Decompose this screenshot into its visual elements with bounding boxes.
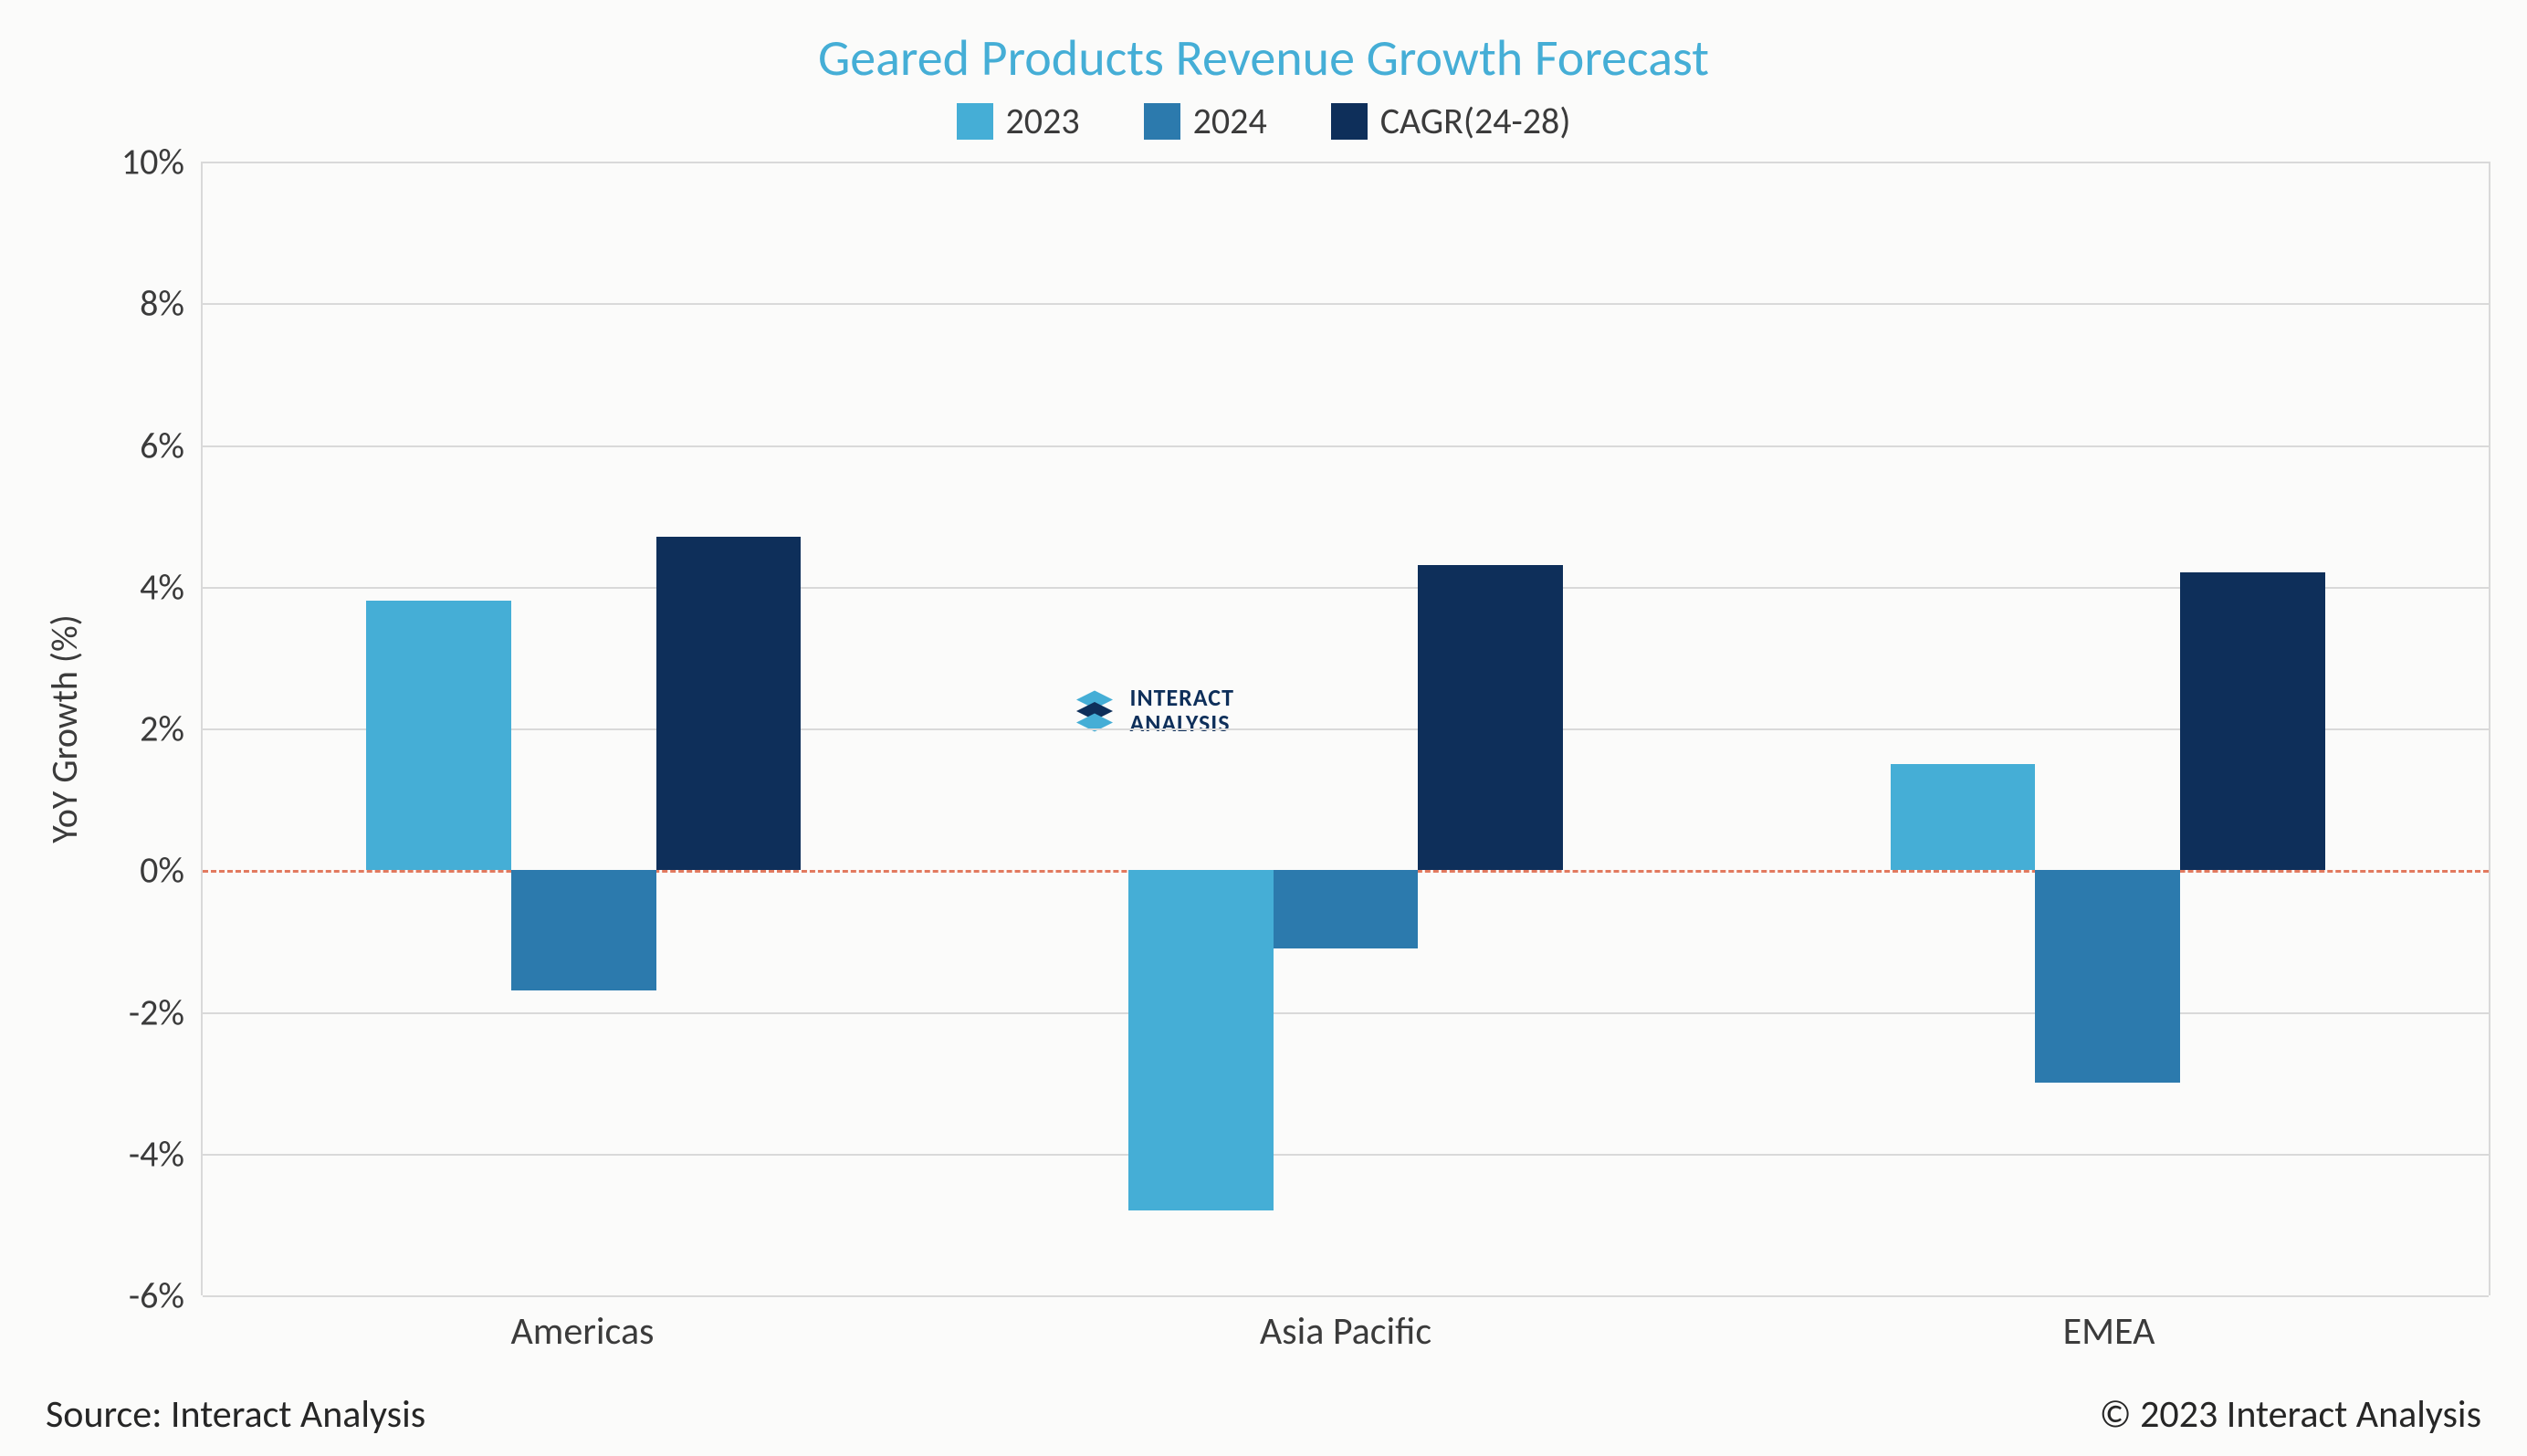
bar — [1128, 870, 1274, 1210]
xaxis-label: Asia Pacific — [964, 1308, 1727, 1355]
bar-group-emea — [1726, 162, 2489, 1295]
xaxis-labels: AmericasAsia PacificEMEA — [201, 1308, 2490, 1355]
xaxis-label: Americas — [201, 1308, 964, 1355]
ytick-label: -6% — [129, 1273, 184, 1318]
bar — [2035, 870, 2180, 1083]
ytick-label: 10% — [121, 140, 184, 184]
legend-swatch — [1144, 103, 1180, 140]
yaxis-title: YoY Growth (%) — [42, 614, 87, 843]
ytick-label: 8% — [140, 281, 184, 326]
legend-item-2: CAGR(24-28) — [1331, 99, 1571, 143]
ytick-label: 4% — [140, 564, 184, 609]
xaxis-label: EMEA — [1727, 1308, 2490, 1355]
legend-label: 2023 — [1006, 99, 1080, 143]
legend-swatch — [957, 103, 993, 140]
legend-item-0: 2023 — [957, 99, 1080, 143]
bar — [656, 537, 802, 870]
footer: Source: Interact Analysis © 2023 Interac… — [37, 1391, 2490, 1438]
bar — [2180, 572, 2325, 870]
legend-label: 2024 — [1193, 99, 1267, 143]
ytick-label: 6% — [140, 423, 184, 467]
chart-title: Geared Products Revenue Growth Forecast — [37, 27, 2490, 89]
legend: 2023 2024 CAGR(24-28) — [37, 99, 2490, 143]
ytick-label: -2% — [129, 990, 184, 1034]
ytick-label: 2% — [140, 707, 184, 751]
bar — [1418, 565, 1563, 870]
yaxis-title-container: YoY Growth (%) — [37, 162, 91, 1295]
legend-label: CAGR(24-28) — [1380, 99, 1571, 143]
copyright-text: © 2023 Interact Analysis — [2100, 1391, 2481, 1438]
legend-swatch — [1331, 103, 1368, 140]
plot-row: YoY Growth (%) -6%-4%-2%0%2%4%6%8%10% IN… — [37, 162, 2490, 1295]
bar-group-americas — [203, 162, 965, 1295]
source-text: Source: Interact Analysis — [46, 1391, 425, 1438]
legend-item-1: 2024 — [1144, 99, 1267, 143]
xaxis-row: AmericasAsia PacificEMEA — [37, 1308, 2490, 1355]
bar — [1274, 870, 1419, 948]
ytick-label: -4% — [129, 1131, 184, 1176]
chart-container: Geared Products Revenue Growth Forecast … — [37, 27, 2490, 1438]
bar-group-asia-pacific — [965, 162, 1727, 1295]
bar — [511, 870, 656, 990]
plot-area: INTERACT ANALYSIS — [201, 162, 2490, 1295]
bar — [1891, 764, 2036, 870]
yaxis-labels: -6%-4%-2%0%2%4%6%8%10% — [91, 162, 201, 1295]
bar-groups — [203, 162, 2489, 1295]
ytick-label: 0% — [140, 848, 184, 893]
bar — [366, 601, 511, 870]
gridline — [203, 1295, 2489, 1297]
